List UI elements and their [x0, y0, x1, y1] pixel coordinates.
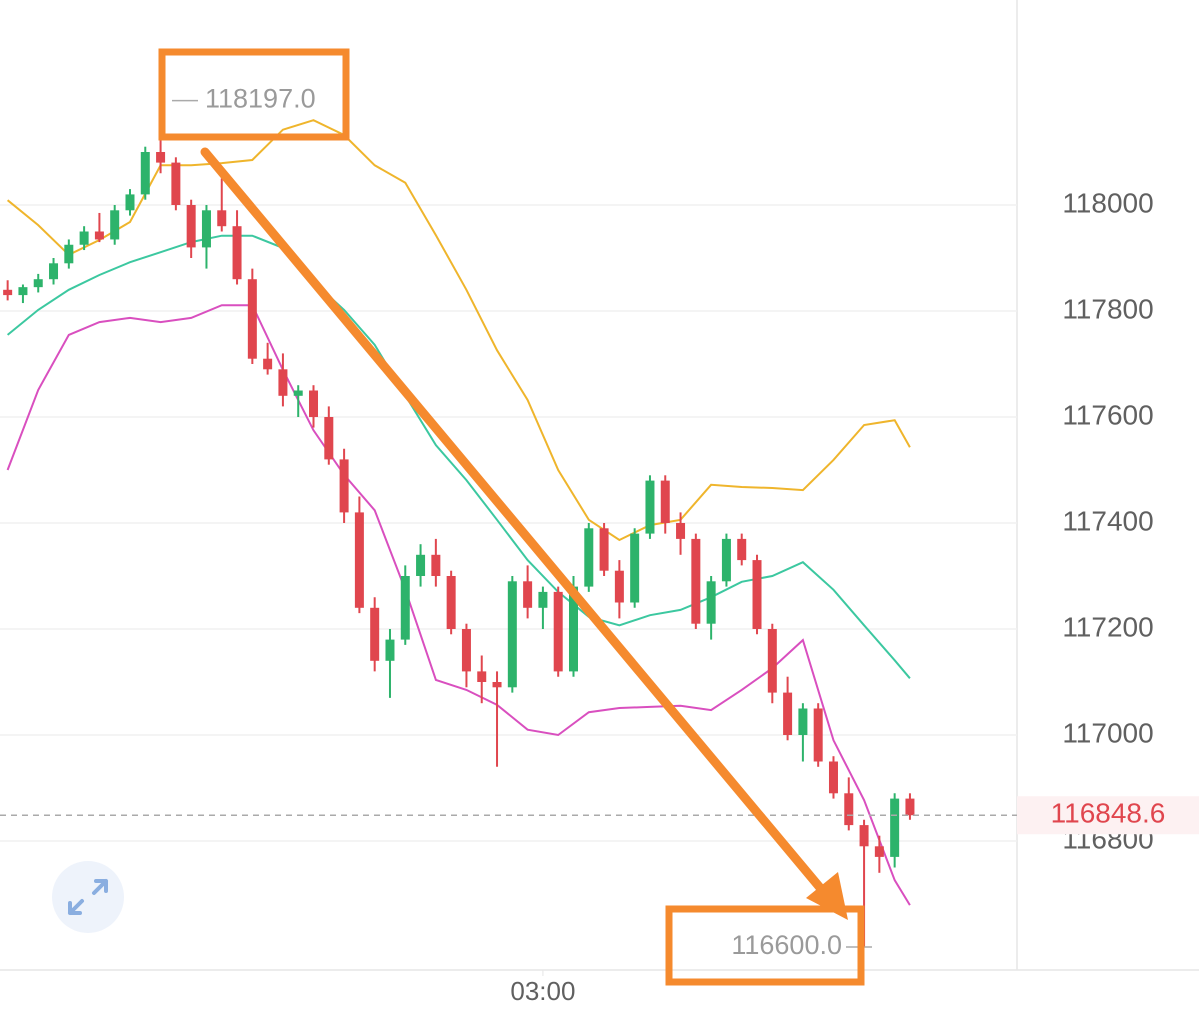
- y-tick-label: 117000: [1062, 717, 1153, 748]
- y-tick-label: 117400: [1062, 505, 1153, 536]
- candle-body: [798, 708, 808, 735]
- candle-body: [905, 798, 915, 816]
- candle-body: [354, 512, 364, 608]
- candle-body: [599, 528, 609, 571]
- candle-body: [676, 523, 686, 539]
- candle-body: [186, 205, 196, 248]
- highlight-box: [158, 48, 350, 141]
- candle-body: [416, 554, 426, 577]
- expand-icon: [68, 879, 108, 915]
- candle-body: [385, 639, 395, 661]
- candle-body: [232, 226, 242, 280]
- candle-body: [645, 480, 655, 534]
- low-marker-label: 116600.0: [731, 930, 842, 960]
- high-marker-label: 118197.0: [205, 84, 316, 114]
- y-tick-label: 117600: [1062, 399, 1153, 430]
- candle-body: [721, 538, 731, 582]
- candle-body: [339, 459, 349, 513]
- last-price-label: 116848.6: [1051, 798, 1166, 829]
- candle-body: [33, 279, 43, 288]
- candle-body: [125, 194, 135, 211]
- candles: [3, 100, 915, 947]
- candle-body: [446, 576, 456, 630]
- candle-body: [477, 671, 487, 682]
- candle-body: [3, 289, 13, 296]
- candle-body: [584, 528, 594, 587]
- candle-body: [247, 279, 257, 359]
- candle-body: [614, 570, 624, 603]
- candle-body: [431, 554, 441, 577]
- candle-body: [64, 244, 74, 264]
- candle-body: [140, 152, 150, 195]
- candle-body: [660, 480, 670, 524]
- candle-body: [507, 581, 517, 688]
- candle-body: [630, 533, 640, 603]
- candle-body: [783, 692, 793, 735]
- candle-body: [752, 560, 762, 630]
- candle-body: [94, 231, 104, 240]
- y-tick-label: 117800: [1062, 293, 1153, 324]
- candle-body: [737, 538, 747, 561]
- candle-body: [706, 581, 716, 624]
- trend-arrow: [200, 147, 837, 907]
- indicator-line: [6, 234, 911, 679]
- candle-body: [217, 210, 227, 227]
- candle-body: [263, 358, 273, 370]
- candle-body: [538, 591, 548, 608]
- candle-body: [79, 231, 89, 245]
- expand-button[interactable]: [52, 861, 124, 933]
- candle-body: [553, 591, 563, 672]
- candle-body: [813, 708, 823, 762]
- candle-body: [18, 287, 28, 296]
- overlays: [6, 119, 911, 906]
- candle-body: [278, 369, 288, 396]
- candle-body: [49, 263, 59, 280]
- x-tick-label: 03:00: [510, 976, 575, 1006]
- candle-body: [691, 538, 701, 624]
- candle-body: [400, 576, 410, 640]
- candle-body: [874, 846, 884, 857]
- last-price-box: [1017, 796, 1199, 835]
- candle-body: [156, 152, 166, 163]
- annotations: 116848.6 118197.0 116600.0: [0, 48, 1199, 986]
- trend-arrow-head: [806, 872, 848, 920]
- candle-body: [859, 825, 869, 847]
- candle-body: [828, 761, 838, 794]
- candle-body: [324, 417, 334, 460]
- candle-body: [461, 629, 471, 672]
- candle-body: [844, 793, 854, 826]
- candle-body: [171, 162, 181, 206]
- candle-body: [309, 390, 319, 418]
- y-tick-label: 117200: [1062, 611, 1153, 642]
- candle-body: [890, 798, 900, 857]
- candle-body: [110, 210, 120, 240]
- candle-body: [523, 581, 533, 608]
- candle-body: [370, 607, 380, 661]
- candle-body: [492, 681, 502, 688]
- candle-body: [201, 210, 211, 248]
- y-tick-label: 118000: [1062, 187, 1153, 218]
- candle-body: [568, 586, 578, 672]
- highlight-box: [665, 905, 865, 986]
- candle-body: [293, 390, 303, 396]
- candle-body: [767, 629, 777, 693]
